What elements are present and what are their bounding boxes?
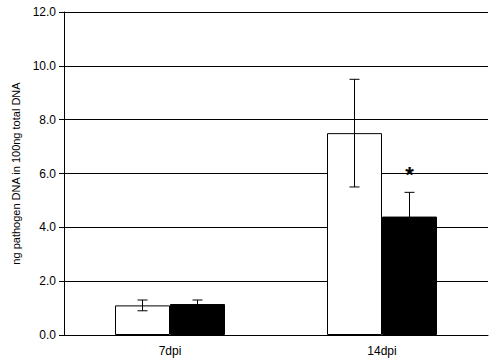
svg-text:*: *: [405, 162, 414, 187]
svg-text:12.0: 12.0: [33, 5, 57, 19]
svg-text:6.0: 6.0: [39, 167, 56, 181]
svg-text:0.0: 0.0: [39, 328, 56, 342]
svg-text:ng pathogen DNA in 100ng total: ng pathogen DNA in 100ng total DNA: [10, 82, 22, 265]
svg-text:8.0: 8.0: [39, 113, 56, 127]
svg-text:14dpi: 14dpi: [367, 344, 396, 358]
svg-text:7dpi: 7dpi: [159, 344, 182, 358]
svg-text:2.0: 2.0: [39, 274, 56, 288]
svg-text:10.0: 10.0: [33, 59, 57, 73]
svg-text:4.0: 4.0: [39, 220, 56, 234]
